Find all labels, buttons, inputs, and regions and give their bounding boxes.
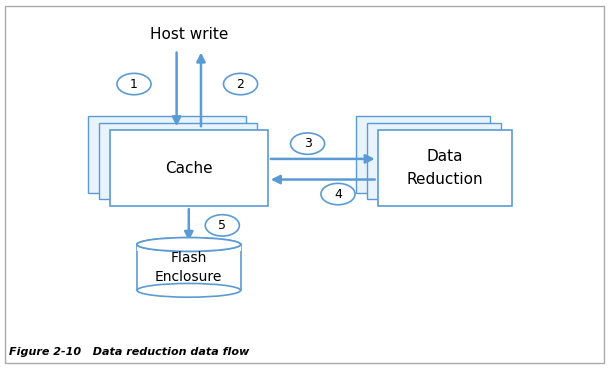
Text: 4: 4 xyxy=(334,188,342,201)
Circle shape xyxy=(205,215,239,236)
Ellipse shape xyxy=(137,283,241,297)
Ellipse shape xyxy=(137,238,241,251)
Text: Cache: Cache xyxy=(165,160,213,176)
Text: 1: 1 xyxy=(130,78,138,91)
Text: 3: 3 xyxy=(304,137,311,150)
Circle shape xyxy=(224,73,258,95)
Text: Figure 2-10   Data reduction data flow: Figure 2-10 Data reduction data flow xyxy=(9,347,249,357)
Circle shape xyxy=(290,133,325,154)
Bar xyxy=(137,244,241,290)
Bar xyxy=(137,238,241,251)
Circle shape xyxy=(321,183,355,205)
FancyBboxPatch shape xyxy=(5,6,604,363)
Text: 2: 2 xyxy=(237,78,244,91)
Bar xyxy=(110,130,268,206)
Bar xyxy=(88,116,246,193)
Text: Host write: Host write xyxy=(150,27,228,42)
Text: Data
Reduction: Data Reduction xyxy=(406,149,483,187)
Bar xyxy=(378,130,512,206)
Bar xyxy=(356,116,490,193)
Circle shape xyxy=(117,73,151,95)
Ellipse shape xyxy=(137,238,241,251)
Text: 5: 5 xyxy=(218,219,227,232)
Text: Flash
Enclosure: Flash Enclosure xyxy=(155,251,222,284)
Bar xyxy=(99,123,257,199)
Bar xyxy=(367,123,501,199)
